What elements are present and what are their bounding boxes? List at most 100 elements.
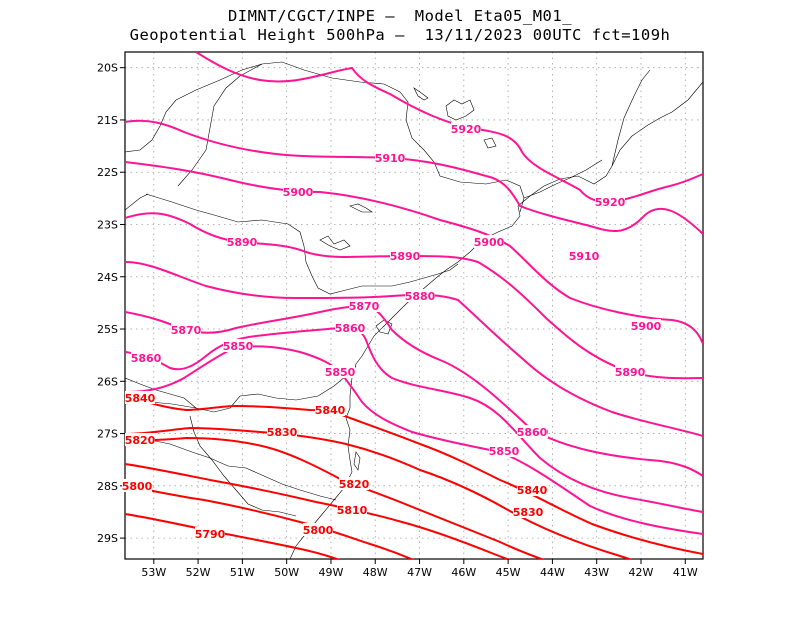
contour-label-5920: 5920 — [595, 196, 626, 209]
reservoir — [483, 137, 497, 149]
contour-label-5880: 5880 — [405, 290, 436, 303]
contour-label-background — [125, 391, 155, 404]
contour-label-background — [513, 505, 543, 518]
reservoir — [445, 99, 475, 121]
contour-label-background — [303, 523, 333, 536]
contour-label-5810: 5810 — [337, 504, 368, 517]
plot-frame — [124, 51, 704, 560]
contour-label-5900: 5900 — [631, 320, 662, 333]
lon-tick-label: 48W — [363, 566, 388, 579]
lat-tick-label: 23S — [97, 218, 118, 231]
contour-label-5910: 5910 — [375, 152, 406, 165]
contour-label-5820: 5820 — [339, 478, 370, 491]
contour-5880 — [125, 261, 703, 437]
contour-label-5890: 5890 — [390, 250, 421, 263]
contour-label-5910: 5910 — [569, 250, 600, 263]
contour-label-5840: 5840 — [125, 392, 156, 405]
contour-label-5870: 5870 — [349, 300, 380, 313]
lat-tick-label: 22S — [97, 166, 118, 179]
contour-label-background — [569, 249, 599, 262]
contour-label-5800: 5800 — [303, 524, 334, 537]
map-title-line-1: DIMNT/CGCT/INPE — Model Eta05_M01_ — [227, 7, 573, 25]
contour-label-background — [451, 122, 481, 135]
contour-5860 — [125, 326, 703, 513]
contour-label-background — [595, 195, 625, 208]
contour-label-5890: 5890 — [615, 366, 646, 379]
state-boundary-pr-sp — [145, 193, 459, 295]
contour-label-5850: 5850 — [489, 445, 520, 458]
contour-label-background — [337, 503, 367, 516]
contour-label-background — [325, 365, 355, 378]
contour-label-5890: 5890 — [227, 236, 258, 249]
contour-label-background — [489, 444, 519, 457]
lon-tick-label: 42W — [629, 566, 654, 579]
lon-tick-label: 49W — [319, 566, 344, 579]
contour-5850 — [125, 345, 703, 535]
contour-label-5860: 5860 — [335, 322, 366, 335]
contour-label-background — [405, 289, 435, 302]
contour-label-background — [390, 249, 420, 262]
boundaries — [125, 61, 703, 559]
contour-5840 — [125, 395, 703, 555]
contour-label-background — [339, 477, 369, 490]
lon-tick-label: 51W — [230, 566, 255, 579]
contour-label-background — [171, 323, 201, 336]
contour-label-5860: 5860 — [131, 352, 162, 365]
lat-tick-label: 21S — [97, 114, 118, 127]
lat-tick-label: 28S — [97, 480, 118, 493]
contour-label-5820: 5820 — [125, 434, 156, 447]
lon-tick-label: 44W — [540, 566, 565, 579]
contour-5910 — [125, 119, 703, 235]
contour-label-background — [131, 351, 161, 364]
contour-label-background — [631, 319, 661, 332]
contour-label-5790: 5790 — [195, 528, 226, 541]
lat-tick-label: 20S — [97, 62, 118, 75]
contour-label-5900: 5900 — [283, 186, 314, 199]
contour-5920 — [195, 52, 703, 203]
lat-tick-label: 25S — [97, 323, 118, 336]
contour-5900 — [125, 161, 703, 345]
contour-label-5840: 5840 — [315, 404, 346, 417]
lon-tick-label: 45W — [496, 566, 521, 579]
reservoir — [319, 235, 351, 251]
lon-tick-label: 41W — [673, 566, 698, 579]
contour-label-5860: 5860 — [517, 426, 548, 439]
contour-label-background — [227, 235, 257, 248]
state-boundary-north — [125, 63, 263, 153]
contour-label-5830: 5830 — [513, 506, 544, 519]
graticule-grid — [125, 52, 703, 559]
contour-label-background — [517, 483, 547, 496]
border-paraguay — [125, 377, 197, 409]
lat-tick-label: 24S — [97, 271, 118, 284]
reservoir — [413, 87, 429, 101]
contour-label-background — [615, 365, 645, 378]
contour-label-5840: 5840 — [517, 484, 548, 497]
lon-tick-label: 50W — [274, 566, 299, 579]
contour-5870 — [125, 304, 703, 477]
lon-tick-label: 46W — [451, 566, 476, 579]
contour-labels: 5920 5920 5910 5910 5900 5900 5900 5890 5890 5890… — [122, 122, 662, 541]
state-boundary-sc-rs — [125, 439, 337, 501]
contour-label-background — [267, 425, 297, 438]
bay — [375, 319, 393, 335]
contour-label-5800: 5800 — [122, 480, 153, 493]
contour-label-5830: 5830 — [267, 426, 298, 439]
contour-label-5920: 5920 — [451, 123, 482, 136]
contour-label-5900: 5900 — [474, 236, 505, 249]
contour-label-background — [283, 185, 313, 198]
contour-label-5850: 5850 — [223, 340, 254, 353]
reservoir — [349, 203, 373, 213]
island — [353, 451, 361, 471]
contour-label-background — [223, 339, 253, 352]
contour-label-5850: 5850 — [325, 366, 356, 379]
state-boundary-ms-pr — [125, 193, 149, 211]
lat-tick-label: 26S — [97, 375, 118, 388]
contour-label-background — [517, 425, 547, 438]
contour-label-background — [375, 151, 405, 164]
contour-label-background — [474, 235, 504, 248]
contour-5800 — [125, 485, 414, 559]
axis-ticks: 53W 52W 51W 50W 49W 48W 47W 46W 45W 44W 43W 42W 41W 2… — [97, 62, 698, 579]
state-boundary-sp-mg — [177, 61, 525, 213]
state-boundary-mg-es — [611, 69, 651, 167]
